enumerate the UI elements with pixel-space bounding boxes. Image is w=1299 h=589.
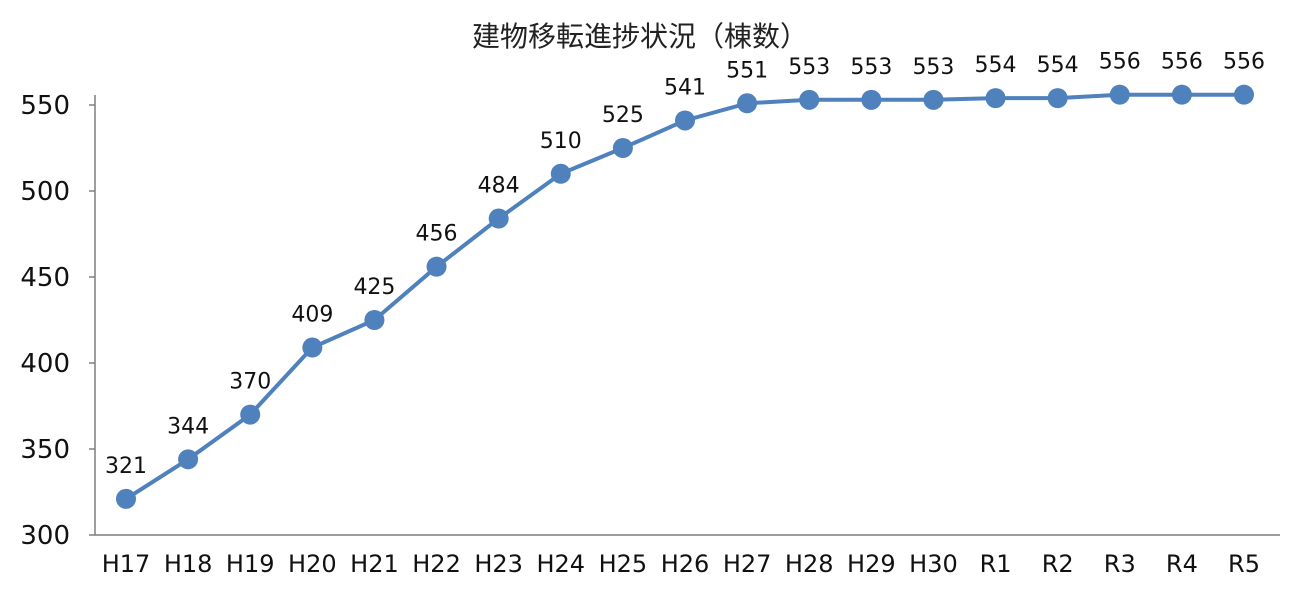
data-label: 556	[1099, 50, 1141, 75]
chart-axes	[94, 95, 1280, 536]
x-tick-label: H23	[474, 550, 523, 578]
y-tick-label: 400	[20, 349, 70, 379]
data-label: 484	[478, 174, 520, 199]
data-point	[923, 89, 944, 110]
data-point	[675, 110, 695, 131]
x-tick-label: H19	[226, 550, 275, 578]
x-axis-ticks: H17 H18 H19 H20 H21 H22 H23 H24 H25 H26 H27 H28 H29 H…	[102, 550, 1260, 578]
data-label: 425	[353, 275, 395, 300]
data-label: 321	[105, 454, 147, 479]
x-tick-label: H18	[164, 550, 213, 578]
y-tick-label: 300	[20, 521, 70, 551]
x-tick-label: H22	[412, 550, 461, 578]
y-axis-ticks: 300 350 400 450 500 550	[20, 91, 95, 551]
data-label: 525	[602, 103, 644, 128]
data-point	[178, 449, 199, 470]
x-tick-label: H24	[536, 550, 585, 578]
x-tick-label: H30	[909, 550, 958, 578]
data-point	[612, 138, 633, 158]
data-point	[737, 93, 758, 114]
data-label: 541	[664, 75, 706, 100]
x-tick-label: R3	[1104, 550, 1136, 578]
data-point	[550, 163, 571, 184]
data-point	[1047, 88, 1068, 109]
data-label: 551	[726, 58, 768, 83]
data-label: 344	[167, 414, 209, 439]
data-point	[488, 208, 509, 229]
x-tick-label: R2	[1042, 550, 1074, 578]
x-tick-label: R5	[1228, 550, 1260, 578]
data-label: 556	[1223, 50, 1265, 75]
x-tick-label: H27	[723, 550, 772, 578]
data-label: 370	[229, 370, 271, 395]
data-label: 553	[788, 55, 830, 80]
data-label: 556	[1161, 50, 1203, 75]
x-tick-label: H29	[847, 550, 896, 578]
data-point	[985, 88, 1006, 109]
y-tick-label: 550	[20, 91, 70, 121]
data-point	[1171, 84, 1192, 105]
data-label: 510	[540, 129, 582, 154]
data-point	[302, 337, 323, 358]
x-tick-label: H28	[785, 550, 834, 578]
y-tick-label: 350	[20, 435, 70, 465]
data-label: 456	[416, 222, 458, 247]
series-markers	[116, 84, 1254, 509]
x-tick-label: H20	[288, 550, 337, 578]
data-labels: 321 344 370 409 425 456 484 510 525 541 551 553 553 5…	[105, 50, 1265, 479]
data-point	[240, 404, 261, 425]
data-point	[861, 89, 882, 110]
data-label: 553	[850, 55, 892, 80]
x-tick-label: R4	[1166, 550, 1198, 578]
x-tick-label: H21	[350, 550, 399, 578]
x-tick-label: R1	[980, 550, 1012, 578]
data-point	[426, 256, 447, 277]
data-point	[1109, 84, 1130, 105]
data-label: 554	[1037, 53, 1079, 78]
data-point	[364, 310, 385, 330]
x-tick-label: H26	[661, 550, 710, 578]
data-label: 553	[912, 55, 954, 80]
chart-title: 建物移転進捗状況（棟数）	[472, 20, 808, 53]
data-label: 554	[975, 53, 1017, 78]
data-point	[1234, 84, 1254, 105]
y-tick-label: 500	[20, 177, 70, 207]
y-tick-label: 450	[20, 263, 70, 293]
x-tick-label: H25	[599, 550, 648, 578]
x-tick-label: H17	[102, 550, 151, 578]
series-line	[124, 92, 1244, 501]
data-point	[799, 89, 820, 110]
data-point	[116, 488, 136, 509]
data-label: 409	[291, 303, 333, 328]
